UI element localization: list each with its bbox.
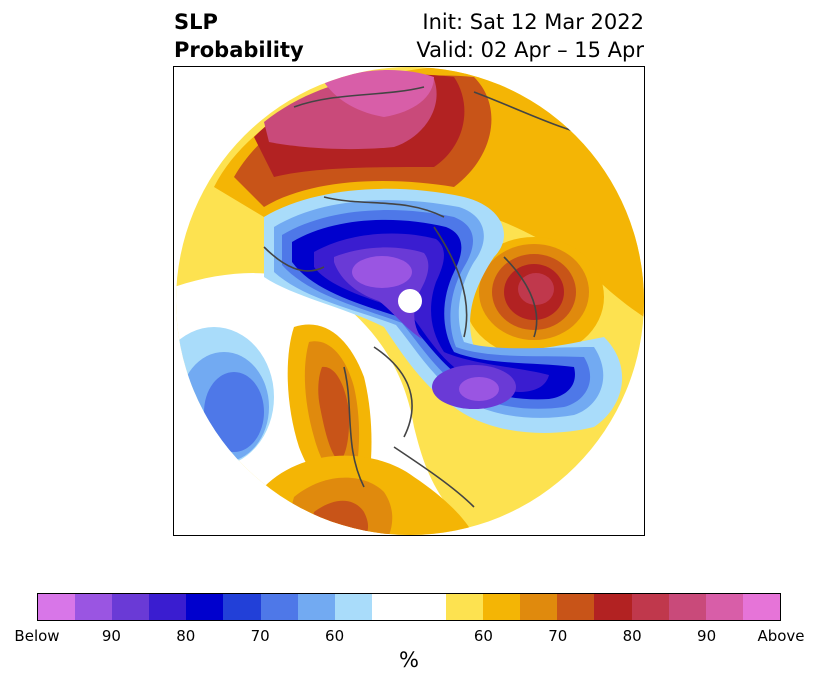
map-disk [176,67,644,535]
title-variable: SLP [174,10,218,34]
init-date: Init: Sat 12 Mar 2022 [422,10,644,34]
colorbar-segment [223,594,261,620]
colorbar-segment [631,594,669,620]
colorbar-segment [75,594,113,620]
colorbar-tick-label: 90 [697,627,717,645]
colorbar-segment [38,594,76,620]
probability-map [176,67,644,535]
colorbar-segment [557,594,595,620]
colorbar-tick-label: Below [14,627,60,645]
colorbar-segment [408,594,447,620]
colorbar-tick-label: 90 [101,627,121,645]
colorbar-unit: % [399,648,419,672]
colorbar-segment [112,594,150,620]
colorbar-segment [446,594,484,620]
colorbar [37,593,781,621]
title-right: Init: Sat 12 Mar 2022 Valid: 02 Apr – 15… [416,8,644,64]
colorbar-segment [149,594,187,620]
colorbar-segment [334,594,372,620]
colorbar-segment [483,594,521,620]
colorbar-segment [260,594,298,620]
map-panel [173,66,645,536]
colorbar-segment [668,594,706,620]
colorbar-segment [594,594,632,620]
colorbar-tick-label: 80 [622,627,642,645]
colorbar-tick-label: Above [757,627,805,645]
colorbar-segment [520,594,558,620]
colorbar-segment [742,594,780,620]
valid-range: Valid: 02 Apr – 15 Apr [416,38,644,62]
title-product: Probability [174,38,304,62]
colorbar-segment [705,594,743,620]
colorbar-tick-label: 70 [548,627,568,645]
colorbar-tick-label: 70 [250,627,270,645]
colorbar-tick-label: 80 [176,627,196,645]
colorbar-tick-label: 60 [325,627,345,645]
colorbar-segment [371,594,409,620]
title-left: SLP Probability [174,8,304,64]
colorbar-segment [186,594,224,620]
colorbar-tick-label: 60 [473,627,493,645]
colorbar-segment [297,594,335,620]
